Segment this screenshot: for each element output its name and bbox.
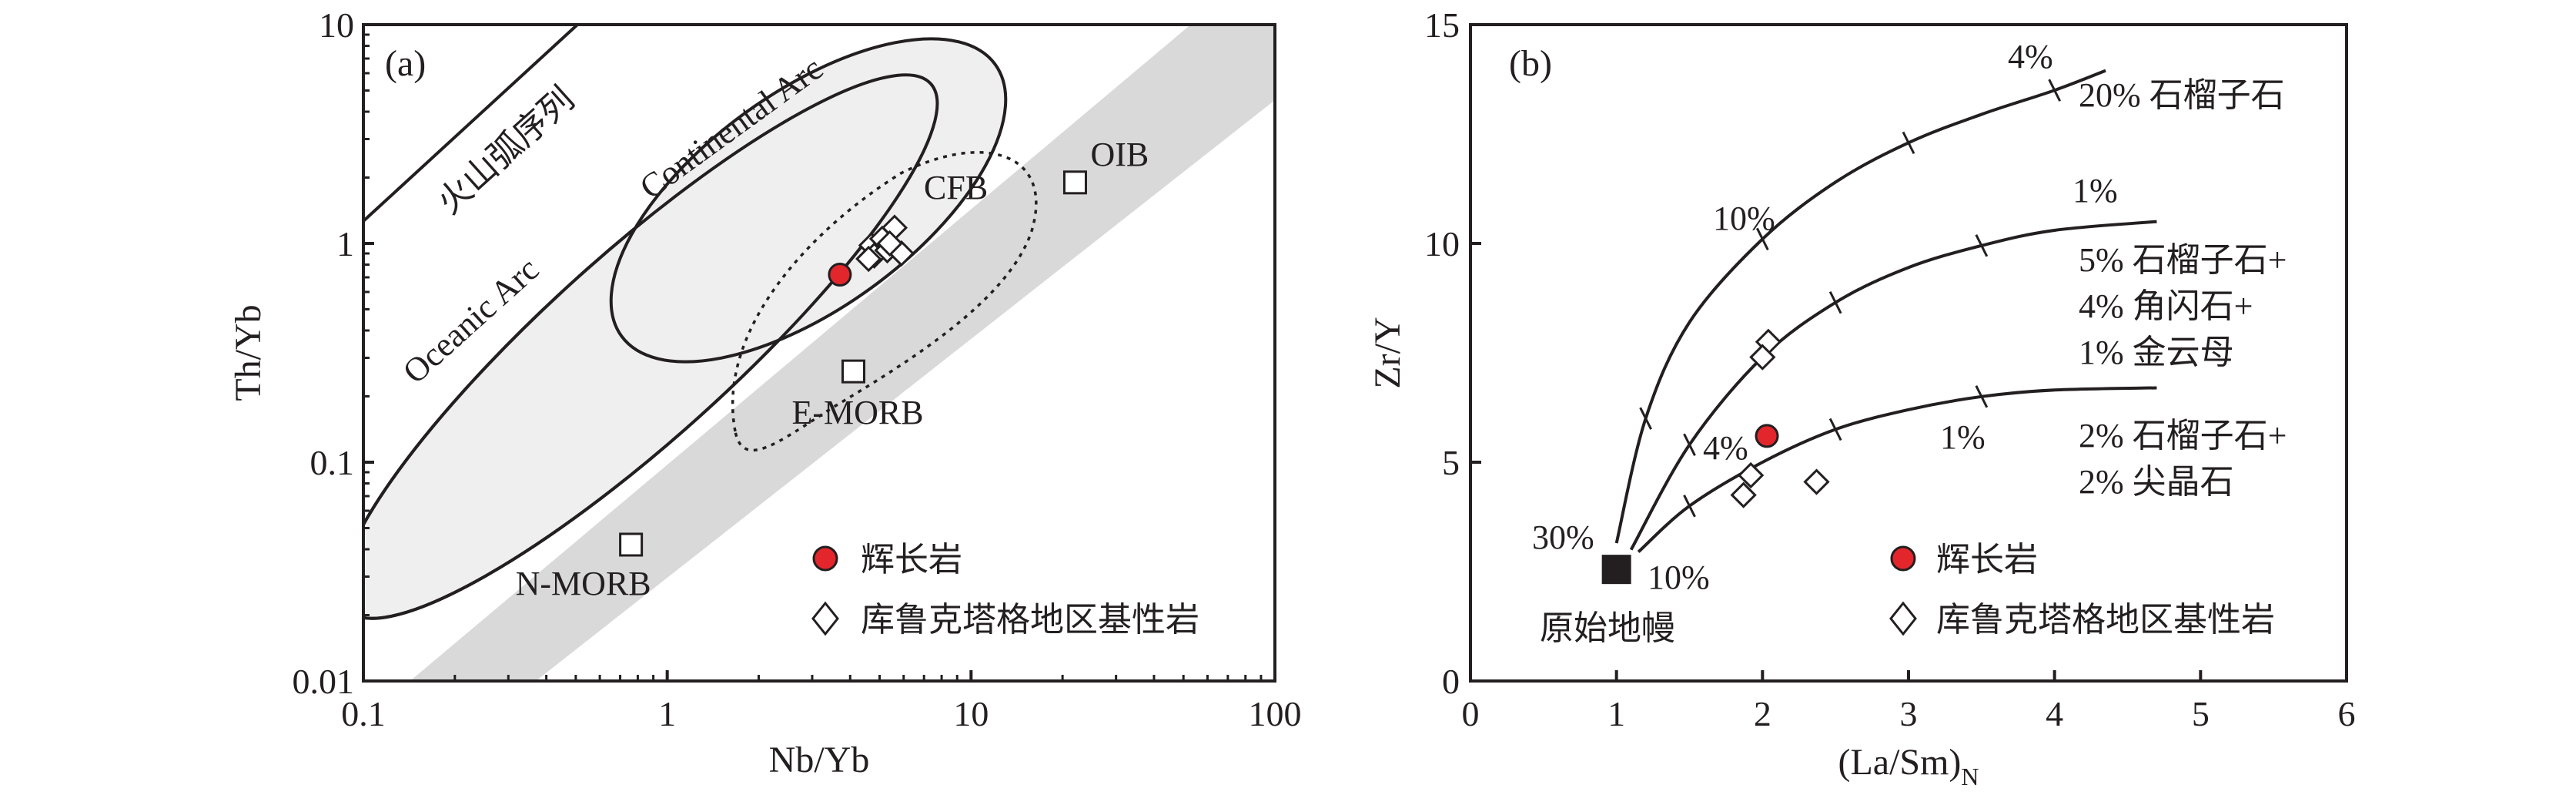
melt-label-10pct-low: 10% — [1648, 559, 1710, 596]
y-tick-label-b: 10 — [1424, 224, 1460, 263]
y-tick-label-a: 0.1 — [310, 443, 355, 482]
volcanic-series-label: 火山弧序列 — [430, 80, 581, 222]
reference-label-n-morb: N-MORB — [516, 565, 651, 602]
legend-marker-mafic-a — [811, 601, 839, 636]
x-tick-label-b: 1 — [1607, 694, 1625, 733]
x-tick-label-a: 0.1 — [341, 694, 386, 733]
x-tick-label-a: 100 — [1249, 694, 1302, 733]
x-tick-label-b: 6 — [2338, 694, 2356, 733]
cfb-label: CFB — [924, 169, 988, 206]
legend-label-mafic-a: 库鲁克塔格地区基性岩 — [861, 601, 1199, 639]
y-axis-label-a: Th/Yb — [228, 304, 269, 401]
legend-label-gabbro-b: 辉长岩 — [1936, 541, 2038, 579]
legend-marker-gabbro-a — [812, 545, 838, 572]
legend-label-mafic-b: 库鲁克塔格地区基性岩 — [1936, 601, 2275, 639]
data-point-mafic-b — [1730, 481, 1757, 508]
melt-label-4pct-mid: 4% — [1703, 429, 1748, 467]
curve-label-spinel-2: 2% 尖晶石 — [2079, 463, 2234, 501]
primitive-mantle-label: 原始地幔 — [1540, 609, 1675, 647]
data-point-mafic-b — [1803, 468, 1830, 495]
reference-point-n-morb — [619, 532, 644, 557]
x-axis-label-a: Nb/Yb — [769, 740, 870, 780]
y-tick-label-a: 0.01 — [293, 662, 355, 701]
melting-curve-tick — [1639, 407, 1652, 430]
y-tick-label-b: 0 — [1442, 662, 1460, 701]
panel-b: 0 1 2 3 4 5 6 0 5 10 15 (b) 20% 石榴子石 5% 石榴子石+ 4% 角… — [1367, 5, 2356, 790]
curve-label-garnet-20: 20% 石榴子石 — [2079, 76, 2285, 114]
melting-curve-tick — [1975, 234, 1989, 257]
x-tick-label-a: 10 — [953, 694, 989, 733]
x-tick-label-b: 2 — [1754, 694, 1771, 733]
curve-label-amphibole-4: 4% 角闪石+ — [2079, 287, 2253, 325]
primitive-mantle-marker — [1601, 555, 1631, 585]
data-point-mafic-a — [876, 230, 903, 257]
reference-point-oib — [1062, 170, 1087, 195]
data-point-gabbro-b — [1755, 424, 1779, 448]
reference-label-oib: OIB — [1090, 136, 1149, 173]
melting-curve-tick — [1683, 433, 1696, 456]
x-axis-label-b: (La/Sm)N — [1838, 742, 1979, 790]
panel-label-a: (a) — [385, 43, 426, 84]
melting-curve-tick — [2048, 79, 2062, 102]
reference-point-e-morb — [841, 359, 866, 384]
x-tick-label-b: 3 — [1900, 694, 1918, 733]
y-tick-label-a: 1 — [336, 224, 354, 263]
melting-curve-tick — [1902, 131, 1915, 155]
reference-label-e-morb: E-MORB — [792, 394, 924, 431]
legend-label-gabbro-a: 辉长岩 — [861, 541, 962, 579]
melting-curve-3 — [1637, 386, 2157, 553]
curve-label-garnet-2: 2% 石榴子石+ — [2079, 417, 2287, 455]
x-tick-label-b: 5 — [2192, 694, 2210, 733]
x-tick-label-b: 0 — [1462, 694, 1480, 733]
data-point-mafic-b — [1749, 344, 1776, 371]
melt-label-4pct-top: 4% — [2008, 38, 2053, 75]
melting-curve-tick — [1755, 227, 1769, 250]
y-tick-label-b: 5 — [1442, 443, 1460, 482]
x-tick-label-a: 1 — [658, 694, 676, 733]
data-point-gabbro-a — [828, 263, 852, 287]
morb-oib-array-band — [410, 25, 1275, 681]
melting-curve-2 — [1629, 220, 2157, 551]
volcanic-arc-boundary-line — [363, 25, 579, 223]
data-point-mafic-b — [1738, 461, 1765, 489]
legend-marker-gabbro-b — [1890, 545, 1916, 572]
melt-label-30pct: 30% — [1532, 518, 1594, 556]
curve-label-phlogopite-1: 1% 金云母 — [2079, 334, 2234, 371]
melt-label-10pct-top: 10% — [1713, 200, 1775, 237]
melt-label-1pct-mid: 1% — [2073, 172, 2118, 210]
curve-label-garnet-5: 5% 石榴子石+ — [2079, 241, 2287, 279]
continental-arc-field — [609, 37, 1008, 364]
data-point-mafic-a — [855, 245, 882, 273]
y-tick-label-a: 10 — [319, 5, 354, 45]
panel-label-b: (b) — [1509, 43, 1552, 84]
melting-curve-1 — [1614, 69, 2106, 544]
legend-marker-mafic-b — [1889, 601, 1917, 636]
melting-curve-tick — [1828, 291, 1842, 314]
melting-curve-tick — [1828, 418, 1842, 441]
y-axis-label-b: Zr/Y — [1367, 317, 1408, 388]
melting-curve-tick — [1683, 495, 1696, 518]
melt-label-1pct-low: 1% — [1940, 418, 1986, 456]
plot-frame-a — [362, 23, 1276, 683]
melting-curve-tick — [1975, 385, 1989, 408]
y-tick-label-b: 15 — [1424, 5, 1460, 45]
x-tick-label-b: 4 — [2046, 694, 2063, 733]
